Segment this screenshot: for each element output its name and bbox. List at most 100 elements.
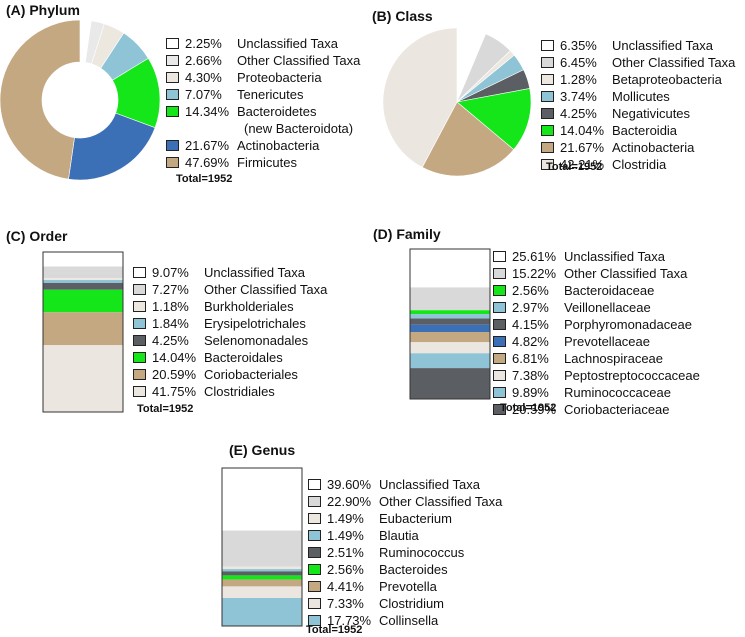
legend-label: Bacteroidia bbox=[612, 123, 678, 138]
legend-percent: 1.84% bbox=[152, 316, 189, 331]
legend-swatch bbox=[166, 106, 179, 117]
legend-swatch bbox=[166, 72, 179, 83]
phylum-title: (A) Phylum bbox=[6, 2, 80, 18]
legend-percent: 4.15% bbox=[512, 317, 549, 332]
legend-percent: 9.07% bbox=[152, 265, 189, 280]
phylum-legend: 2.25% Unclassified Taxa 2.66% Other Classif… bbox=[166, 35, 360, 171]
legend-label: Prevotellaceae bbox=[564, 334, 650, 349]
legend-label: Collinsella bbox=[379, 613, 439, 628]
segment-burkholderiales bbox=[43, 278, 123, 281]
legend-percent: 9.89% bbox=[512, 385, 549, 400]
legend-label: Erysipelotrichales bbox=[204, 316, 306, 331]
legend-percent: 4.25% bbox=[152, 333, 189, 348]
segment-bacteroidales bbox=[43, 289, 123, 313]
legend-item-other-classified-taxa: 22.90% Other Classified Taxa bbox=[308, 493, 502, 510]
legend-swatch bbox=[308, 513, 321, 524]
slice-bacteroidia bbox=[456, 88, 532, 150]
legend-label: Unclassified Taxa bbox=[204, 265, 305, 280]
segment-clostridium bbox=[222, 586, 302, 598]
legend-item-coriobacteriaceae: 20.59% Coriobacteriaceae bbox=[493, 401, 700, 418]
legend-item-ruminococcus: 2.51% Ruminococcus bbox=[308, 544, 502, 561]
legend-swatch bbox=[541, 142, 554, 153]
class-title: (B) Class bbox=[372, 8, 433, 24]
legend-swatch bbox=[166, 89, 179, 100]
legend-item-clostridium: 7.33% Clostridium bbox=[308, 595, 502, 612]
legend-item-betaproteobacteria: 1.28% Betaproteobacteria bbox=[541, 71, 735, 88]
legend-item-bacteroides: 2.56% Bacteroides bbox=[308, 561, 502, 578]
legend-item-firmicutes: 47.69% Firmicutes bbox=[166, 154, 360, 171]
legend-item-unclassified-taxa: 39.60% Unclassified Taxa bbox=[308, 476, 502, 493]
legend-label: Veillonellaceae bbox=[564, 300, 651, 315]
legend-label: Other Classified Taxa bbox=[379, 494, 503, 509]
legend-label: Other Classified Taxa bbox=[204, 282, 328, 297]
legend-percent: 2.51% bbox=[327, 545, 364, 560]
legend-item-prevotella: 4.41% Prevotella bbox=[308, 578, 502, 595]
legend-percent: 17.73% bbox=[327, 613, 372, 628]
legend-swatch bbox=[308, 564, 321, 575]
legend-item-bacteroidetes: 14.34% Bacteroidetes bbox=[166, 103, 360, 120]
segment-coriobacteriaceae bbox=[410, 368, 490, 399]
legend-percent: 47.69% bbox=[185, 155, 230, 170]
legend-label: Coriobacteriales bbox=[204, 367, 298, 382]
legend-percent: 4.82% bbox=[512, 334, 549, 349]
legend-label: Bacteroidaceae bbox=[564, 283, 655, 298]
segment-ruminococcaceae bbox=[410, 353, 490, 369]
segment-other-classified-taxa bbox=[43, 266, 123, 279]
segment-unclassified-taxa bbox=[222, 468, 302, 531]
bar-frame bbox=[42, 251, 124, 413]
legend-percent: 14.04% bbox=[152, 350, 197, 365]
legend-percent: 2.56% bbox=[512, 283, 549, 298]
legend-percent: 2.56% bbox=[327, 562, 364, 577]
legend-item-burkholderiales: 1.18% Burkholderiales bbox=[133, 298, 327, 315]
legend-swatch bbox=[541, 125, 554, 136]
legend-label: Coriobacteriaceae bbox=[564, 402, 670, 417]
segment-coriobacteriales bbox=[43, 312, 123, 346]
legend-item-blautia: 1.49% Blautia bbox=[308, 527, 502, 544]
family-title: (D) Family bbox=[373, 226, 441, 242]
legend-percent: 25.61% bbox=[512, 249, 557, 264]
legend-label: Other Classified Taxa bbox=[237, 53, 361, 68]
legend-swatch bbox=[133, 335, 146, 346]
legend-item-eubacterium: 1.49% Eubacterium bbox=[308, 510, 502, 527]
legend-swatch bbox=[541, 57, 554, 68]
legend-percent: 6.35% bbox=[560, 38, 597, 53]
family-total: Total=1952 bbox=[500, 402, 557, 414]
segment-bacteroidaceae bbox=[410, 310, 490, 315]
legend-item-other-classified-taxa: 2.66% Other Classified Taxa bbox=[166, 52, 360, 69]
legend-item-collinsella: 17.73% Collinsella bbox=[308, 612, 502, 629]
legend-label: Ruminococcaceae bbox=[564, 385, 671, 400]
legend-label: Tenericutes bbox=[237, 87, 304, 102]
legend-label: Peptostreptococcaceae bbox=[564, 368, 700, 383]
segment-collinsella bbox=[222, 597, 302, 626]
legend-percent: 21.67% bbox=[185, 138, 230, 153]
legend-item-lachnospiraceae: 6.81% Lachnospiraceae bbox=[493, 350, 700, 367]
legend-item-prevotellaceae: 4.82% Prevotellaceae bbox=[493, 333, 700, 350]
bar-frame bbox=[409, 248, 491, 400]
class-pie-chart bbox=[382, 27, 532, 177]
legend-label: Firmicutes bbox=[237, 155, 297, 170]
legend-label: Bacteroides bbox=[379, 562, 448, 577]
family-stacked-bar bbox=[409, 248, 491, 400]
legend-item-other-classified-taxa: 6.45% Other Classified Taxa bbox=[541, 54, 735, 71]
slice-clostridia bbox=[382, 27, 458, 168]
legend-label: Bacteroidales bbox=[204, 350, 283, 365]
legend-item-unclassified-taxa: 2.25% Unclassified Taxa bbox=[166, 35, 360, 52]
legend-label: Burkholderiales bbox=[204, 299, 294, 314]
segment-clostridiales bbox=[43, 345, 123, 412]
legend-item-bacteroidaceae: 2.56% Bacteroidaceae bbox=[493, 282, 700, 299]
legend-percent: 6.45% bbox=[560, 55, 597, 70]
legend-swatch bbox=[133, 386, 146, 397]
family-legend: 25.61% Unclassified Taxa 15.22% Other Class… bbox=[493, 248, 700, 418]
segment-blautia bbox=[222, 569, 302, 572]
phylum-total: Total=1952 bbox=[176, 173, 233, 185]
legend-swatch bbox=[493, 387, 506, 398]
legend-percent: 7.07% bbox=[185, 87, 222, 102]
legend-swatch bbox=[308, 479, 321, 490]
legend-swatch bbox=[541, 91, 554, 102]
legend-item-note: (new Bacteroidota) bbox=[244, 121, 354, 136]
legend-label: Ruminococcus bbox=[379, 545, 465, 560]
legend-item-clostridiales: 41.75% Clostridiales bbox=[133, 383, 327, 400]
legend-swatch bbox=[166, 38, 179, 49]
slice-firmicutes bbox=[0, 19, 81, 180]
legend-swatch bbox=[493, 336, 506, 347]
